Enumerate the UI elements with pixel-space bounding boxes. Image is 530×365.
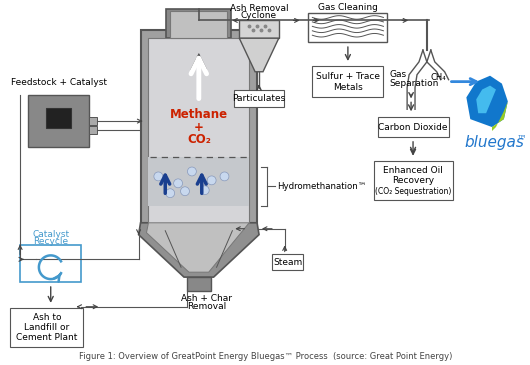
Text: Recycle: Recycle [33,237,68,246]
Bar [166,8,232,38]
Text: Ash + Char: Ash + Char [181,294,232,303]
Circle shape [154,172,163,181]
Polygon shape [239,38,279,72]
Text: Gas Cleaning: Gas Cleaning [318,3,378,12]
Bar [140,30,257,223]
Text: +: + [194,120,204,134]
Text: (CO₂ Sequestration): (CO₂ Sequestration) [375,187,451,196]
Text: CO₂: CO₂ [187,133,211,146]
Text: Feedstock + Catalyst: Feedstock + Catalyst [11,78,107,87]
Text: Catalyst: Catalyst [32,230,69,239]
Polygon shape [476,85,496,113]
Text: Recovery: Recovery [392,176,434,185]
Bar [308,12,387,42]
Bar [234,89,284,107]
Text: Cyclone: Cyclone [241,11,277,20]
Text: CH₄: CH₄ [431,73,447,82]
Bar [170,11,227,38]
Circle shape [207,176,216,185]
Bar [374,161,453,200]
Bar [187,277,210,291]
Text: Landfill or: Landfill or [24,323,69,332]
Bar [148,157,249,206]
Text: Particulates: Particulates [233,94,286,103]
Polygon shape [146,223,249,272]
Text: Removal: Removal [187,302,226,311]
Text: Hydromethanation™: Hydromethanation™ [277,182,366,191]
Bar [377,117,448,137]
Circle shape [220,172,229,181]
Bar [28,96,89,147]
Text: Figure 1: Overview of GreatPoint Energy Bluegas™ Process  (source: Great Point E: Figure 1: Overview of GreatPoint Energy … [80,351,453,361]
Polygon shape [138,223,259,277]
Circle shape [200,186,209,195]
Text: Methane: Methane [170,108,228,121]
Text: Ash Removal: Ash Removal [229,4,288,13]
Bar [148,38,249,223]
Bar [239,20,279,38]
Bar [89,117,97,125]
Polygon shape [466,76,508,127]
Text: Carbon Dioxide: Carbon Dioxide [378,123,448,131]
Bar [20,245,81,282]
Text: Enhanced Oil: Enhanced Oil [383,166,443,175]
Polygon shape [492,101,508,131]
Circle shape [174,179,182,188]
Circle shape [181,187,189,196]
Text: bluegas: bluegas [464,135,524,150]
Text: Steam: Steam [273,258,302,267]
Text: Sulfur + Trace: Sulfur + Trace [316,72,380,81]
Text: Ash to: Ash to [32,313,61,322]
Text: ™: ™ [517,133,526,143]
Bar [272,254,304,270]
Bar [46,108,72,128]
Text: Gas: Gas [390,70,407,79]
Bar [89,126,97,134]
Text: Separation: Separation [390,79,439,88]
Text: Metals: Metals [333,83,363,92]
Circle shape [188,167,196,176]
Bar [10,308,83,347]
Circle shape [166,189,174,197]
Bar [312,66,383,97]
Text: Cement Plant: Cement Plant [16,333,77,342]
